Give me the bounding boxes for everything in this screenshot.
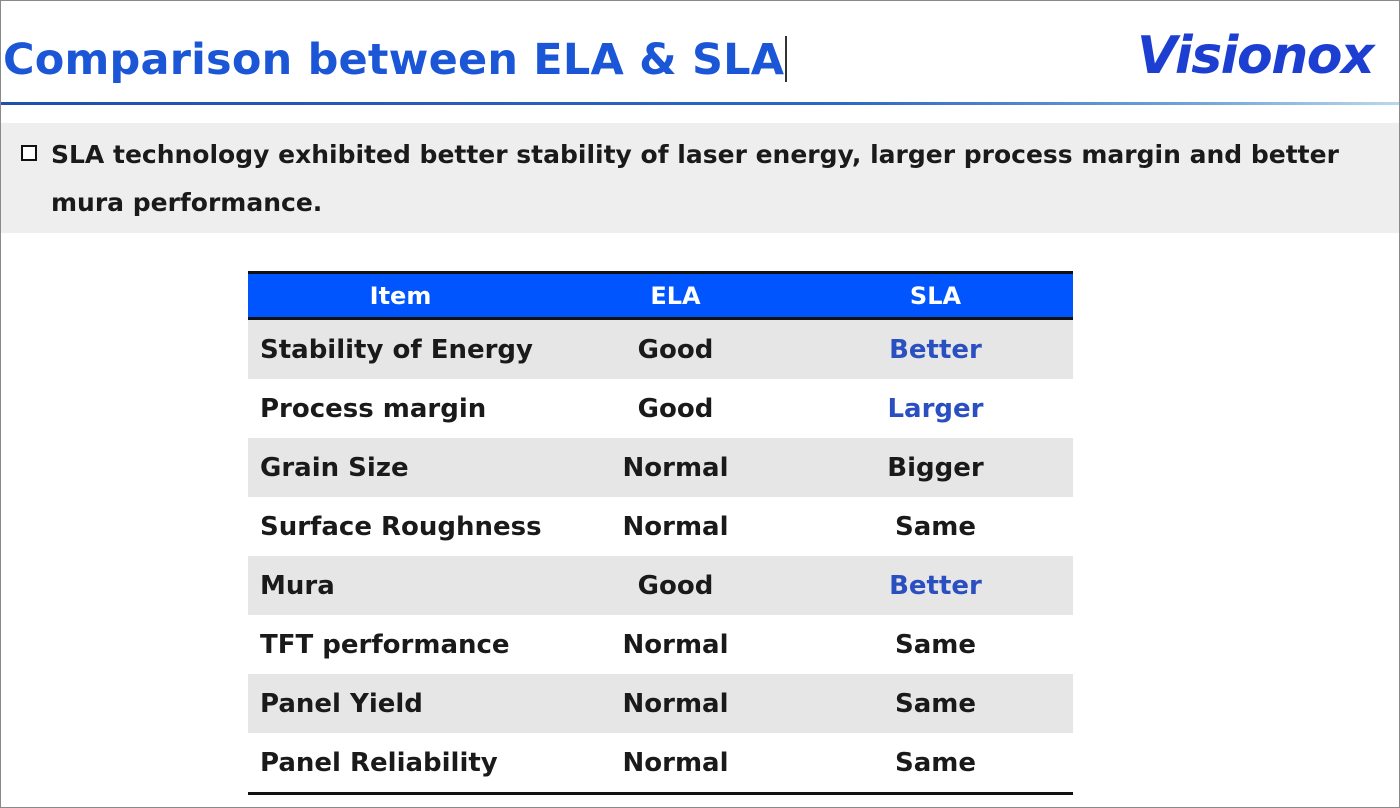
cell-sla: Same: [798, 497, 1073, 556]
comparison-table: Item ELA SLA Stability of Energy Good Bett…: [248, 271, 1073, 795]
table-row: Process margin Good Larger: [248, 379, 1073, 438]
title-text: Comparison between ELA & SLA: [3, 35, 785, 85]
logo-text: Visionox: [1137, 26, 1374, 86]
cell-item: Mura: [248, 556, 553, 615]
cell-ela: Good: [553, 379, 798, 438]
bullet-band: [1, 123, 1399, 233]
cell-item: TFT performance: [248, 615, 553, 674]
cell-ela: Normal: [553, 733, 798, 794]
table-body: Stability of Energy Good Better Process mar…: [248, 318, 1073, 794]
cell-ela: Normal: [553, 615, 798, 674]
title-divider: [1, 102, 1399, 105]
table-header-row: Item ELA SLA: [248, 272, 1073, 320]
visionox-logo: Visionox: [1137, 23, 1374, 89]
cell-item: Surface Roughness: [248, 497, 553, 556]
slide-title[interactable]: Comparison between ELA & SLA: [3, 31, 788, 89]
cell-ela: Normal: [553, 674, 798, 733]
table-row: Surface Roughness Normal Same: [248, 497, 1073, 556]
table-row: Grain Size Normal Bigger: [248, 438, 1073, 497]
cell-item: Panel Reliability: [248, 733, 553, 794]
cell-item: Process margin: [248, 379, 553, 438]
table-row: TFT performance Normal Same: [248, 615, 1073, 674]
cell-sla: Same: [798, 733, 1073, 794]
table-row: Panel Reliability Normal Same: [248, 733, 1073, 794]
cell-sla: Larger: [798, 379, 1073, 438]
cell-sla: Same: [798, 674, 1073, 733]
bullet-text: SLA technology exhibited better stabilit…: [51, 140, 1339, 217]
cell-sla: Better: [798, 556, 1073, 615]
cell-sla: Bigger: [798, 438, 1073, 497]
column-header-item: Item: [248, 272, 553, 320]
column-header-sla: SLA: [798, 272, 1073, 320]
cell-item: Panel Yield: [248, 674, 553, 733]
table-row: Stability of Energy Good Better: [248, 318, 1073, 379]
column-header-ela: ELA: [553, 272, 798, 320]
table-row: Panel Yield Normal Same: [248, 674, 1073, 733]
cell-ela: Good: [553, 318, 798, 379]
cell-item: Stability of Energy: [248, 318, 553, 379]
hollow-square-bullet-icon: [21, 145, 37, 161]
cell-ela: Normal: [553, 497, 798, 556]
table-row: Mura Good Better: [248, 556, 1073, 615]
cell-sla: Better: [798, 318, 1073, 379]
cell-ela: Good: [553, 556, 798, 615]
cell-sla: Same: [798, 615, 1073, 674]
cell-item: Grain Size: [248, 438, 553, 497]
cell-ela: Normal: [553, 438, 798, 497]
text-cursor: [785, 36, 788, 82]
